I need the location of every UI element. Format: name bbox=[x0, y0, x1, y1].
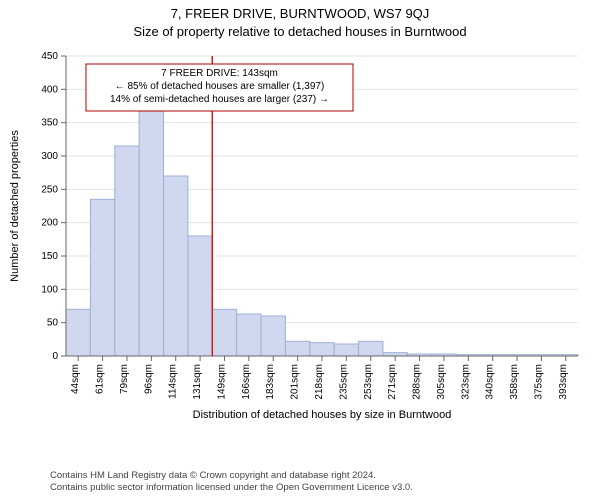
svg-text:96sqm: 96sqm bbox=[143, 364, 154, 394]
histogram-chart: 0 50 100 150 200 250 300 350 400 450 44sqm 61sqm 79s… bbox=[0, 46, 600, 446]
svg-text:323sqm: 323sqm bbox=[460, 364, 471, 400]
chart-title-address: 7, FREER DRIVE, BURNTWOOD, WS7 9QJ bbox=[0, 0, 600, 21]
svg-text:Number of detached properties: Number of detached properties bbox=[9, 130, 21, 282]
svg-text:50: 50 bbox=[47, 318, 59, 329]
svg-text:100: 100 bbox=[41, 284, 58, 295]
svg-text:400: 400 bbox=[41, 84, 58, 95]
svg-text:288sqm: 288sqm bbox=[412, 364, 423, 400]
svg-text:131sqm: 131sqm bbox=[192, 364, 203, 400]
svg-text:271sqm: 271sqm bbox=[387, 364, 398, 400]
svg-text:61sqm: 61sqm bbox=[95, 364, 106, 394]
svg-text:253sqm: 253sqm bbox=[363, 364, 374, 400]
svg-text:218sqm: 218sqm bbox=[314, 364, 325, 400]
svg-text:← 85% of detached houses are s: ← 85% of detached houses are smaller (1,… bbox=[115, 81, 325, 92]
svg-text:375sqm: 375sqm bbox=[533, 364, 544, 400]
svg-text:450: 450 bbox=[41, 51, 58, 62]
svg-text:250: 250 bbox=[41, 184, 58, 195]
svg-text:183sqm: 183sqm bbox=[265, 364, 276, 400]
chart-container: 7, FREER DRIVE, BURNTWOOD, WS7 9QJ Size … bbox=[0, 0, 600, 500]
svg-text:14% of semi-detached houses ar: 14% of semi-detached houses are larger (… bbox=[110, 94, 329, 105]
svg-text:305sqm: 305sqm bbox=[436, 364, 447, 400]
svg-text:44sqm: 44sqm bbox=[70, 364, 81, 394]
footer-line-1: Contains HM Land Registry data © Crown c… bbox=[50, 470, 413, 482]
svg-text:149sqm: 149sqm bbox=[216, 364, 227, 400]
svg-text:200: 200 bbox=[41, 218, 58, 229]
footer-line-2: Contains public sector information licen… bbox=[50, 482, 413, 494]
chart-title-sub: Size of property relative to detached ho… bbox=[0, 21, 600, 39]
svg-text:114sqm: 114sqm bbox=[168, 364, 179, 399]
svg-text:Distribution of detached house: Distribution of detached houses by size … bbox=[193, 409, 452, 421]
svg-text:350: 350 bbox=[41, 118, 58, 129]
svg-text:235sqm: 235sqm bbox=[338, 364, 349, 400]
svg-text:7 FREER DRIVE: 143sqm: 7 FREER DRIVE: 143sqm bbox=[161, 68, 278, 79]
svg-text:166sqm: 166sqm bbox=[241, 364, 252, 400]
svg-text:201sqm: 201sqm bbox=[290, 364, 301, 400]
svg-text:358sqm: 358sqm bbox=[509, 364, 520, 400]
svg-text:79sqm: 79sqm bbox=[119, 364, 130, 394]
svg-text:340sqm: 340sqm bbox=[485, 364, 496, 400]
svg-text:300: 300 bbox=[41, 151, 58, 162]
footer-attribution: Contains HM Land Registry data © Crown c… bbox=[50, 470, 413, 494]
svg-text:150: 150 bbox=[41, 251, 58, 262]
svg-text:0: 0 bbox=[52, 351, 58, 362]
svg-text:393sqm: 393sqm bbox=[558, 364, 569, 400]
